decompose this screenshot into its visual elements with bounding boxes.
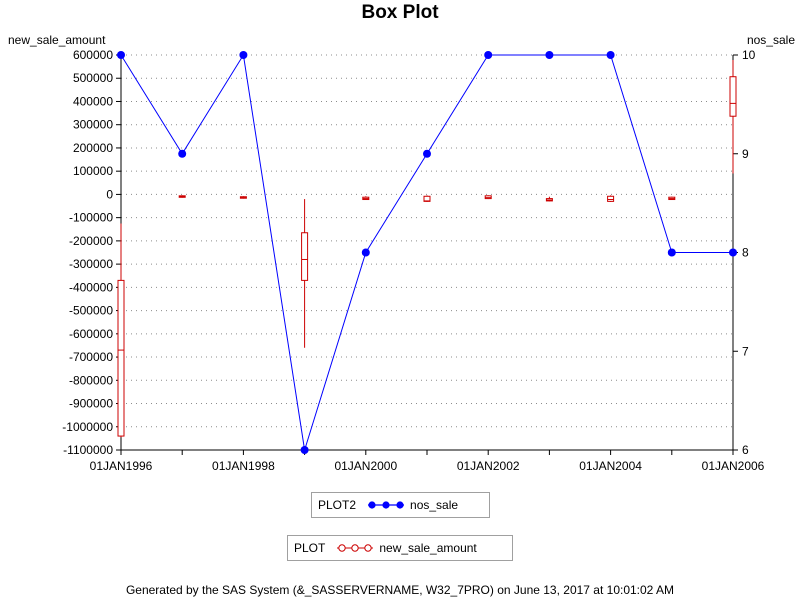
nos-sale-point	[606, 51, 615, 59]
box-iqr	[607, 195, 615, 202]
legend-nos-sale-entry: nos_sale	[366, 498, 468, 512]
left-tick-label: -100000	[69, 211, 113, 225]
left-tick-label: -1000000	[62, 420, 113, 434]
left-tick-label: -900000	[69, 397, 113, 411]
legend-new-sale-amount-symbol	[337, 544, 374, 552]
box-01JAN2005	[668, 196, 676, 201]
left-tick-label: -400000	[69, 280, 113, 294]
x-tick-label: 01JAN1998	[212, 459, 275, 473]
box-01JAN2001	[423, 195, 431, 202]
left-tick-label: 300000	[73, 118, 113, 132]
nos-sale-point	[729, 248, 737, 257]
box-01JAN2006	[729, 59, 737, 174]
box-series	[117, 59, 737, 438]
box-01JAN1998	[239, 196, 247, 199]
legend-plot2-label: PLOT2	[318, 498, 357, 512]
left-tick-label: 400000	[73, 94, 113, 108]
legend-plot-label: PLOT	[294, 541, 326, 555]
left-axis-label: new_sale_amount	[8, 33, 106, 47]
x-tick-label: 01JAN2002	[457, 459, 520, 473]
box-01JAN2002	[484, 195, 492, 200]
left-y-axis: 600000 500000 400000 300000 200000 100000 0 -10…	[62, 48, 122, 457]
x-axis: 01JAN1996 01JAN1998 01JAN2000 01JAN2002 01JA…	[90, 449, 765, 473]
box-01JAN1996	[117, 223, 125, 438]
legend-nos-sale-symbol	[368, 501, 405, 509]
left-tick-label: -800000	[69, 373, 113, 387]
right-tick-label: 6	[742, 443, 749, 457]
box-01JAN2000	[362, 196, 370, 201]
right-axis-label: nos_sale	[747, 33, 795, 47]
legend-nos-sale-text: nos_sale	[410, 498, 459, 512]
nos-sale-line	[120, 53, 733, 451]
nos-sale-point	[545, 51, 554, 59]
right-tick-label: 8	[742, 246, 749, 260]
left-tick-label: 500000	[73, 71, 113, 85]
left-tick-label: -600000	[69, 327, 113, 341]
right-tick-label: 9	[742, 147, 749, 161]
box-01JAN2003	[545, 196, 553, 202]
box-01JAN1999	[301, 199, 309, 348]
x-tick-label: 01JAN2006	[702, 459, 765, 473]
left-tick-label: 0	[106, 187, 113, 201]
nos-sale-point	[239, 51, 248, 59]
box-01JAN2004	[607, 195, 615, 202]
box-01JAN1997	[178, 195, 186, 198]
nos-sale-point	[300, 446, 309, 454]
left-tick-label: 100000	[73, 164, 113, 178]
left-tick-label: -500000	[69, 304, 113, 318]
footer-text: Generated by the SAS System (&_SASSERVER…	[125, 583, 675, 597]
right-tick-label: 7	[742, 344, 749, 358]
legend-new-sale-amount-entry: new_sale_amount	[335, 541, 486, 555]
left-tick-label: -700000	[69, 350, 113, 364]
left-tick-label: 600000	[73, 48, 113, 62]
line-series	[117, 51, 737, 454]
box-iqr	[301, 232, 309, 281]
box-iqr	[117, 279, 125, 437]
nos-sale-point	[484, 51, 493, 59]
x-tick-label: 01JAN2000	[334, 459, 397, 473]
nos-sale-point	[178, 149, 187, 158]
legend-plot: PLOT new_sale_amount	[287, 535, 513, 561]
left-tick-label: 200000	[73, 141, 113, 155]
left-tick-label: -300000	[69, 257, 113, 271]
left-tick-label: -1100000	[63, 443, 113, 457]
x-tick-label: 01JAN2004	[579, 459, 642, 473]
nos-sale-point	[423, 149, 431, 158]
box-iqr	[729, 76, 737, 117]
legend-new-sale-amount-text: new_sale_amount	[379, 541, 477, 555]
left-tick-label: -200000	[69, 234, 113, 248]
x-tick-label: 01JAN1996	[90, 459, 153, 473]
gridlines	[121, 54, 733, 451]
nos-sale-point	[361, 248, 370, 257]
nos-sale-point	[667, 248, 676, 257]
right-tick-label: 10	[742, 48, 756, 62]
chart-title: Box Plot	[361, 2, 439, 23]
legend-plot2: PLOT2 nos_sale	[311, 492, 490, 518]
nos-sale-point	[117, 51, 125, 59]
